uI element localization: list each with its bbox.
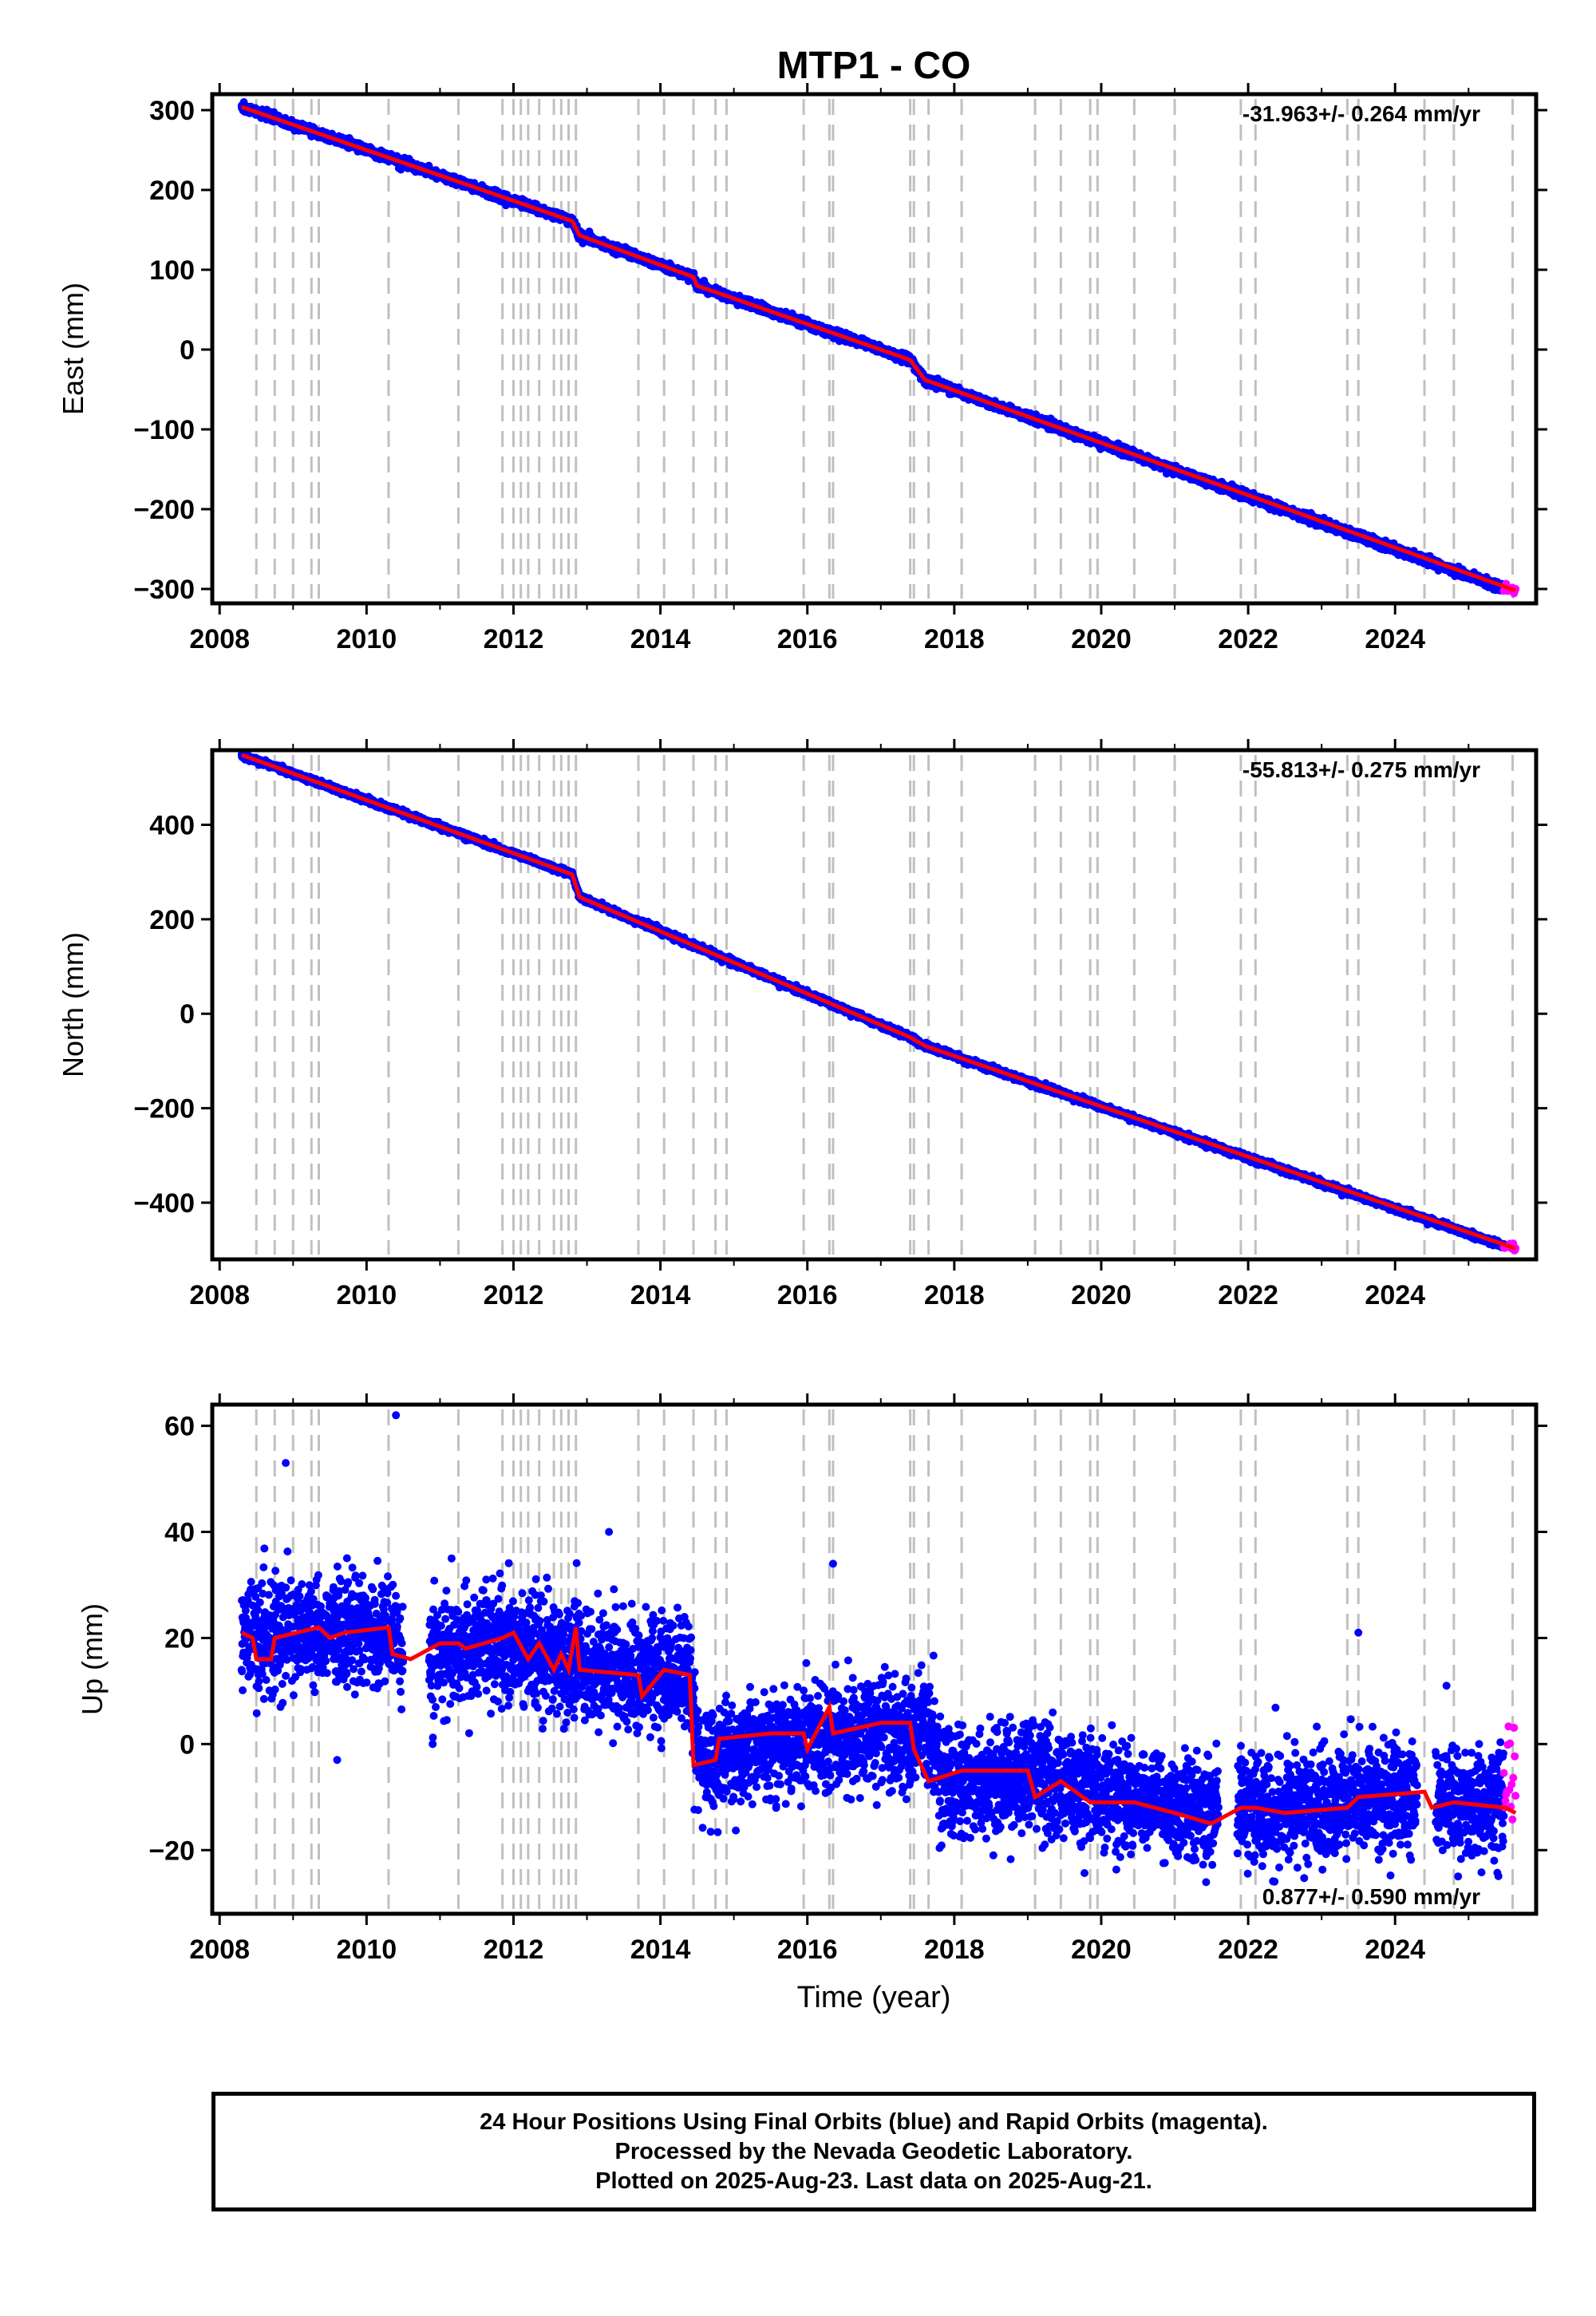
chart-panels: 2008 2010 2012 2014 2016 2018 2020 2022 2024−300… <box>57 83 1547 1965</box>
plot-area <box>237 98 1520 599</box>
panel-east: 2008 2010 2012 2014 2016 2018 2020 2022 2024−300… <box>57 83 1547 654</box>
chart-title: MTP1 - CO <box>777 45 971 87</box>
